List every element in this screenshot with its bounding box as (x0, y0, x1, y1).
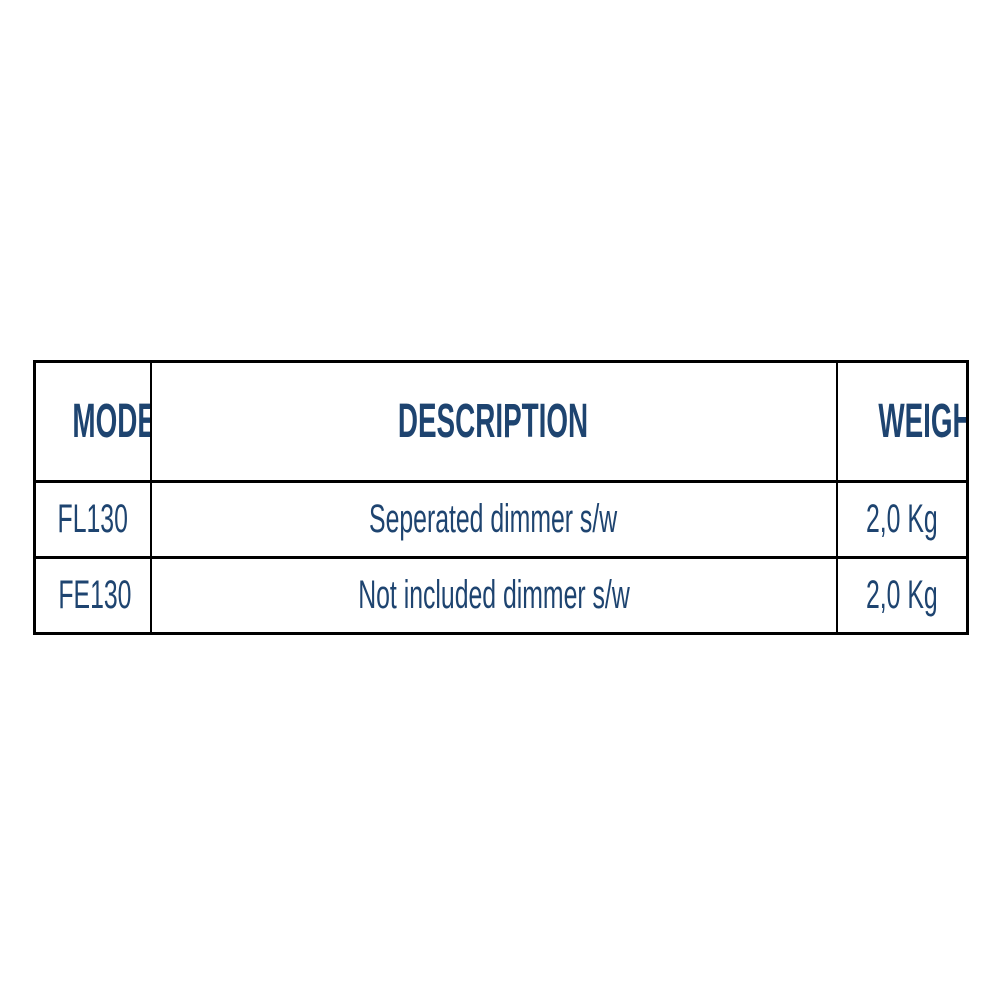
cell-description: Not included dimmer s/w (149, 556, 838, 635)
column-header-description-label: DESCRIPTION (398, 395, 589, 448)
table-row: FL130 Seperated dimmer s/w 2,0 Kg (33, 480, 969, 559)
description-value: Not included dimmer s/w (357, 573, 630, 617)
weight-value: 2,0 Kg (865, 497, 938, 541)
column-header-model: MODEL (33, 360, 152, 483)
column-header-model-label: MODEL (72, 395, 148, 448)
cell-model: FL130 (33, 480, 152, 559)
column-header-weight-label: WEIGHT (877, 395, 966, 448)
table-row: FE130 Not included dimmer s/w 2,0 Kg (33, 556, 969, 635)
cell-weight: 2,0 Kg (835, 480, 969, 559)
cell-weight: 2,0 Kg (835, 556, 969, 635)
product-spec-table: MODEL DESCRIPTION WEIGHT FL130 Seperated… (33, 360, 969, 635)
column-header-weight: WEIGHT (835, 360, 969, 483)
cell-description: Seperated dimmer s/w (149, 480, 838, 559)
description-value: Seperated dimmer s/w (369, 497, 618, 541)
model-value: FE130 (58, 573, 132, 617)
model-value: FL130 (57, 497, 128, 541)
cell-model: FE130 (33, 556, 152, 635)
weight-value: 2,0 Kg (865, 573, 938, 617)
column-header-description: DESCRIPTION (149, 360, 838, 483)
header-row: MODEL DESCRIPTION WEIGHT (33, 360, 969, 483)
